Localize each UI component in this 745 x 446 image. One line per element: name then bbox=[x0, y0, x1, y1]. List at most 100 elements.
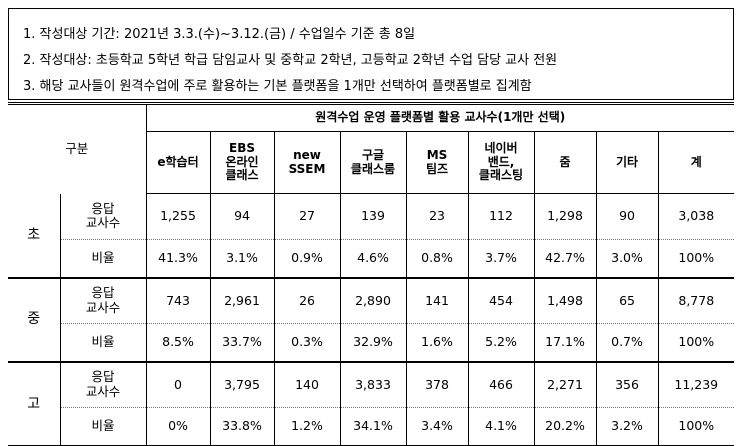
table-cell: 140 bbox=[273, 360, 341, 408]
table-cell: 356 bbox=[595, 360, 659, 408]
platform-table-wrapper: 구분 원격수업 운영 플랫폼별 활용 교사수(1개만 선택) e학습터 EBS 온라… bbox=[8, 102, 735, 446]
table-cell: 94 bbox=[209, 193, 275, 240]
row-label-line: 응답 bbox=[91, 200, 115, 216]
note-line-3: 3. 해당 교사들이 원격수업에 주로 활용하는 기본 플랫폼을 1개만 선택하… bbox=[23, 79, 532, 94]
row-label-count: 응답 교사수 bbox=[59, 360, 147, 408]
row-label-count: 응답 교사수 bbox=[59, 193, 147, 240]
column-header-line: 온라인 bbox=[225, 154, 259, 169]
table-cell: 3,795 bbox=[209, 360, 275, 408]
table-row: 비율 41.3% 3.1% 0.9% 4.6% 0.8% 3.7% 42.7% 3.0% 100% bbox=[8, 239, 735, 278]
table-cell: 2,961 bbox=[209, 276, 275, 324]
column-header-line: 클래스팅 bbox=[478, 168, 524, 183]
table-cell: 1,498 bbox=[533, 276, 597, 324]
column-header-line: e학습터 bbox=[157, 154, 199, 169]
table-cell: 23 bbox=[405, 193, 469, 240]
table-cell: 2,890 bbox=[339, 276, 407, 324]
column-header-line: SSEM bbox=[288, 161, 326, 176]
column-header-line: new bbox=[293, 147, 321, 162]
corner-label: 구분 bbox=[65, 141, 89, 157]
table-cell: 11,239 bbox=[657, 360, 735, 408]
column-header: 기타 bbox=[595, 131, 659, 194]
table-cell: 2,271 bbox=[533, 360, 597, 408]
table-cell: 1,298 bbox=[533, 193, 597, 240]
row-label-line: 교사수 bbox=[85, 215, 121, 231]
table-cell: 0.7% bbox=[595, 323, 659, 362]
table-cell: 3.4% bbox=[405, 407, 469, 446]
table-cell: 26 bbox=[273, 276, 341, 324]
column-header-line: 계 bbox=[690, 154, 702, 169]
table-cell: 65 bbox=[595, 276, 659, 324]
table-row: 초 응답 교사수 1,255 94 27 139 23 112 1,298 90 3,038 bbox=[8, 193, 735, 278]
row-label-rate: 비율 bbox=[59, 323, 147, 362]
table-cell: 1,255 bbox=[145, 193, 211, 240]
row-label-line: 응답 bbox=[91, 369, 115, 385]
notes-box: 1. 작성대상 기간: 2021년 3.3.(수)~3.12.(금) / 수업일… bbox=[8, 8, 734, 100]
table-cell: 466 bbox=[467, 360, 535, 408]
column-header: 네이버 밴드, 클래스팅 bbox=[467, 131, 535, 194]
table-row: 비율 8.5% 33.7% 0.3% 32.9% 1.6% 5.2% 17.1% 0.7% 100… bbox=[8, 323, 735, 362]
row-label-rate: 비율 bbox=[59, 407, 147, 446]
table-cell: 41.3% bbox=[145, 239, 211, 278]
column-header-line: 줌 bbox=[559, 154, 571, 169]
table-cell: 27 bbox=[273, 193, 341, 240]
table-cell: 0.3% bbox=[273, 323, 341, 362]
table-cell: 33.7% bbox=[209, 323, 275, 362]
column-header-line: MS bbox=[426, 147, 448, 162]
table-cell: 0 bbox=[145, 360, 211, 408]
column-header-line: EBS bbox=[229, 140, 256, 155]
table-cell: 3,038 bbox=[657, 193, 735, 240]
column-header-line: 팀즈 bbox=[425, 161, 449, 176]
table-cell: 112 bbox=[467, 193, 535, 240]
table-cell: 139 bbox=[339, 193, 407, 240]
table-cell: 0% bbox=[145, 407, 211, 446]
column-header-line: 네이버 bbox=[484, 140, 518, 155]
group-label: 초 bbox=[8, 193, 61, 278]
table-cell: 100% bbox=[657, 239, 735, 278]
group-label: 중 bbox=[8, 276, 61, 362]
table-cell: 1.2% bbox=[273, 407, 341, 446]
table-cell: 454 bbox=[467, 276, 535, 324]
row-label-line: 응답 bbox=[91, 285, 115, 301]
table-cell: 4.6% bbox=[339, 239, 407, 278]
span-header: 원격수업 운영 플랫폼별 활용 교사수(1개만 선택) bbox=[145, 102, 735, 132]
table-cell: 20.2% bbox=[533, 407, 597, 446]
note-line-1: 1. 작성대상 기간: 2021년 3.3.(수)~3.12.(금) / 수업일… bbox=[23, 27, 416, 42]
row-label-count: 응답 교사수 bbox=[59, 276, 147, 324]
table-cell: 0.8% bbox=[405, 239, 469, 278]
table-cell: 42.7% bbox=[533, 239, 597, 278]
table-cell: 378 bbox=[405, 360, 469, 408]
table-cell: 17.1% bbox=[533, 323, 597, 362]
column-header: e학습터 bbox=[145, 131, 211, 194]
table-cell: 3,833 bbox=[339, 360, 407, 408]
table-cell: 3.7% bbox=[467, 239, 535, 278]
group-label: 고 bbox=[8, 360, 61, 446]
table-cell: 1.6% bbox=[405, 323, 469, 362]
table-cell: 5.2% bbox=[467, 323, 535, 362]
table-cell: 0.9% bbox=[273, 239, 341, 278]
table-cell: 3.1% bbox=[209, 239, 275, 278]
column-header-row: e학습터 EBS 온라인 클래스 new SSEM 구글 클래스룸 MS 팀즈 네이버 밴드, 클래스팅… bbox=[8, 131, 735, 194]
row-label-rate: 비율 bbox=[59, 239, 147, 278]
table-cell: 3.2% bbox=[595, 407, 659, 446]
table-cell: 90 bbox=[595, 193, 659, 240]
table-cell: 743 bbox=[145, 276, 211, 324]
column-header: MS 팀즈 bbox=[405, 131, 469, 194]
column-header-line: 구글 bbox=[361, 147, 385, 162]
table-cell: 32.9% bbox=[339, 323, 407, 362]
table-body: 초 응답 교사수 1,255 94 27 139 23 112 1,298 90 3,038 비율 41.… bbox=[8, 193, 735, 446]
row-label-line: 교사수 bbox=[85, 299, 121, 315]
note-line-2: 2. 작성대상: 초등학교 5학년 학급 담임교사 및 중학교 2학년, 고등학… bbox=[23, 53, 558, 68]
column-header: 구글 클래스룸 bbox=[339, 131, 407, 194]
table-row: 비율 0% 33.8% 1.2% 34.1% 3.4% 4.1% 20.2% 3.2% 100% bbox=[8, 407, 735, 446]
table-cell: 3.0% bbox=[595, 239, 659, 278]
column-header: EBS 온라인 클래스 bbox=[209, 131, 275, 194]
column-header: 줌 bbox=[533, 131, 597, 194]
table-cell: 8.5% bbox=[145, 323, 211, 362]
corner-header: 구분 bbox=[8, 102, 147, 194]
table-cell: 34.1% bbox=[339, 407, 407, 446]
table-cell: 4.1% bbox=[467, 407, 535, 446]
table-cell: 8,778 bbox=[657, 276, 735, 324]
column-header: 계 bbox=[657, 131, 735, 194]
table-row: 고 응답 교사수 0 3,795 140 3,833 378 466 2,271 356 11,239 bbox=[8, 360, 735, 446]
table-cell: 33.8% bbox=[209, 407, 275, 446]
